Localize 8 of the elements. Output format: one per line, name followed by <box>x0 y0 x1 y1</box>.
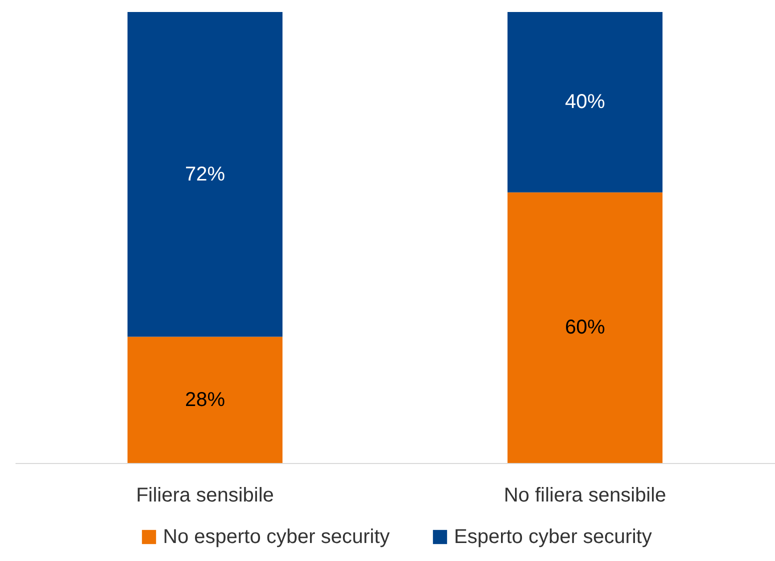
legend-label: Esperto cyber security <box>454 526 652 548</box>
data-label: 40% <box>564 91 606 114</box>
data-label: 28% <box>184 388 226 411</box>
data-label: 60% <box>564 316 606 339</box>
x-tick-label: No filiera sensibile <box>504 484 666 506</box>
x-tick-label: Filiera sensibile <box>136 484 274 506</box>
legend-label: No esperto cyber security <box>163 526 390 548</box>
data-label: 72% <box>184 163 226 186</box>
